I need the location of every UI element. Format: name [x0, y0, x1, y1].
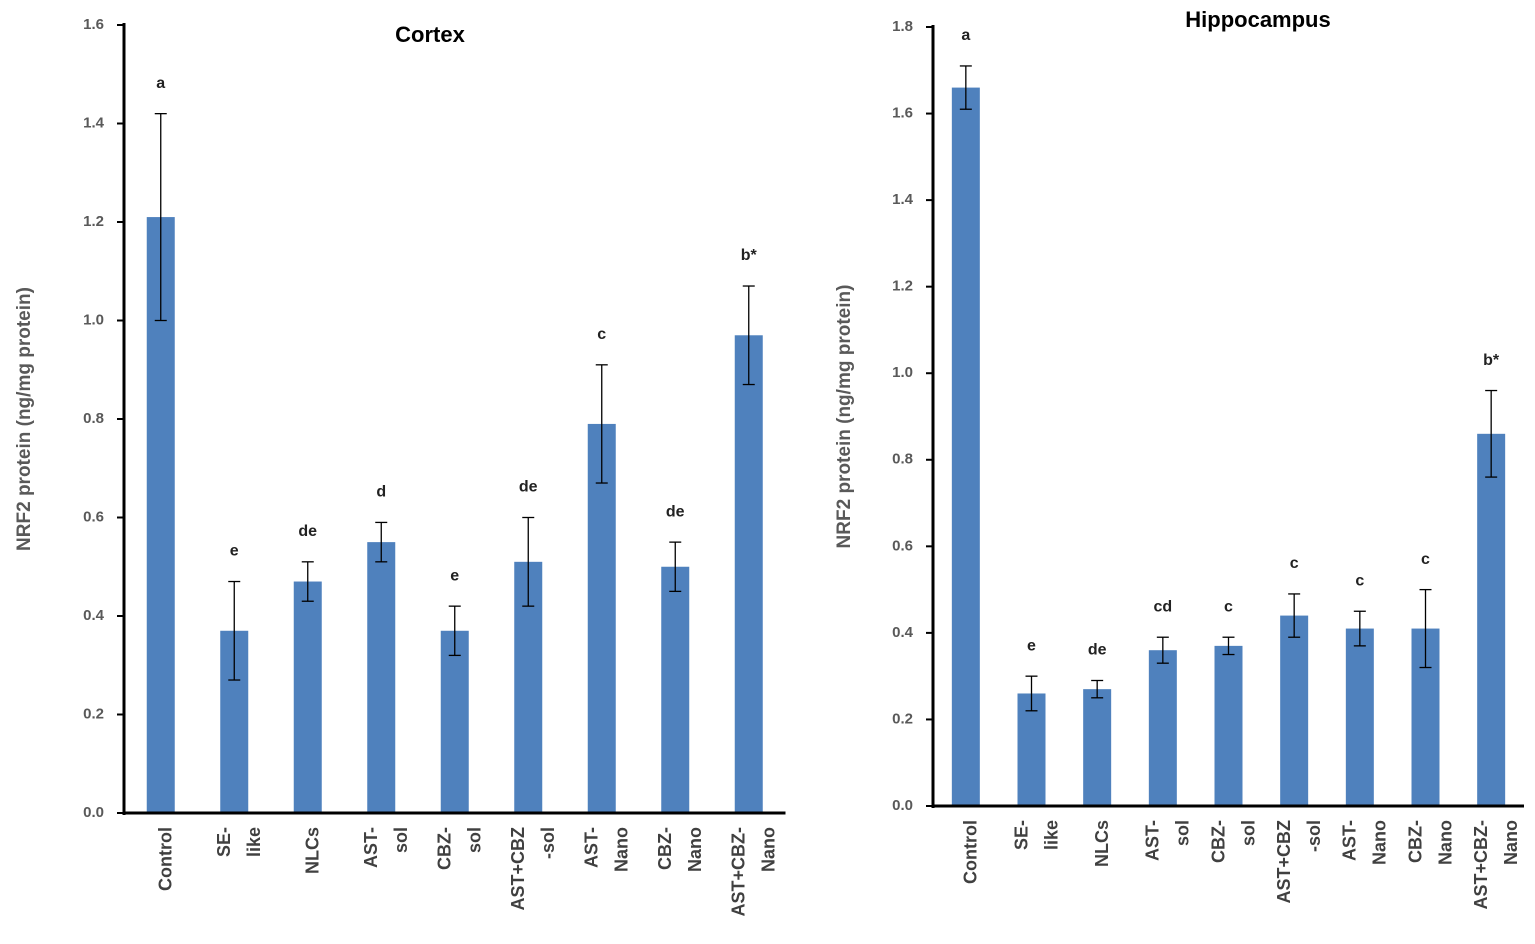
significance-letter: b*	[741, 247, 758, 264]
significance-letter: de	[519, 479, 538, 496]
x-tick-label: SE-	[1011, 820, 1031, 850]
significance-letter: c	[1224, 598, 1233, 615]
x-tick-label: Nano	[1435, 820, 1455, 865]
y-tick-label: 1.8	[892, 18, 913, 35]
x-tick-label: Nano	[1370, 820, 1390, 865]
x-tick-label: Nano	[1501, 820, 1521, 865]
x-tick-label: Control	[156, 827, 176, 891]
significance-letter: d	[376, 484, 386, 501]
y-tick-label: 0.6	[83, 508, 104, 525]
significance-letter: de	[1088, 642, 1107, 659]
bar	[587, 423, 616, 813]
bar	[1345, 628, 1374, 806]
y-tick-label: 0.0	[83, 804, 104, 821]
x-tick-label: NLCs	[1092, 820, 1112, 867]
x-tick-label: -sol	[1304, 820, 1324, 852]
x-tick-label: Nano	[685, 827, 705, 872]
chart-title: Hippocampus	[1185, 7, 1330, 32]
significance-letter: e	[1027, 637, 1036, 654]
bar	[440, 630, 469, 813]
bar	[661, 566, 690, 813]
y-tick-label: 0.0	[892, 797, 913, 814]
significance-letter: a	[961, 27, 970, 44]
x-tick-label: Nano	[612, 827, 632, 872]
bar	[734, 335, 763, 813]
bar	[1280, 615, 1309, 806]
significance-letter: c	[1290, 555, 1299, 572]
significance-letter: e	[450, 567, 459, 584]
significance-letter: b*	[1483, 352, 1500, 369]
significance-letter: a	[156, 75, 165, 92]
bar	[367, 542, 396, 813]
x-tick-label: AST+CBZ	[508, 827, 528, 911]
y-axis-label: NRF2 protein (ng/mg protein)	[834, 285, 855, 549]
y-tick-label: 0.4	[83, 607, 105, 624]
significance-letter: c	[597, 326, 606, 343]
significance-letter: e	[230, 543, 239, 560]
significance-letter: de	[298, 523, 317, 540]
y-tick-label: 1.0	[892, 364, 913, 381]
x-tick-label: AST+CBZ-	[729, 827, 749, 917]
significance-letter: cd	[1153, 598, 1172, 615]
x-tick-label: like	[1041, 820, 1061, 850]
y-tick-label: 1.6	[892, 105, 913, 122]
x-tick-label: CBZ-	[435, 827, 455, 870]
x-tick-label: sol	[1238, 820, 1258, 846]
y-tick-label: 1.4	[83, 114, 105, 131]
y-tick-label: 0.8	[83, 410, 104, 427]
bar	[1477, 433, 1506, 806]
x-tick-label: CBZ-	[1405, 820, 1425, 863]
x-tick-label: AST-	[582, 827, 602, 868]
y-tick-label: 0.2	[892, 710, 913, 727]
x-tick-label: CBZ-	[655, 827, 675, 870]
x-tick-label: AST+CBZ-	[1471, 820, 1491, 910]
significance-letter: de	[666, 503, 685, 520]
x-tick-label: Control	[961, 820, 981, 884]
chart-title: Cortex	[395, 22, 465, 47]
y-axis-label: NRF2 protein (ng/mg protein)	[14, 287, 35, 551]
significance-letter: c	[1421, 551, 1430, 568]
y-tick-label: 1.6	[83, 16, 104, 33]
y-tick-label: 0.4	[892, 624, 914, 641]
x-tick-label: sol	[391, 827, 411, 853]
x-tick-label: sol	[465, 827, 485, 853]
x-tick-label: Nano	[759, 827, 779, 872]
y-tick-label: 1.4	[892, 191, 914, 208]
bar	[1214, 645, 1243, 806]
x-tick-label: SE-	[214, 827, 234, 857]
x-tick-label: AST-	[1340, 820, 1360, 861]
x-tick-label: like	[244, 827, 264, 857]
x-tick-label: NLCs	[303, 827, 323, 874]
y-tick-label: 0.8	[892, 451, 913, 468]
bar	[1017, 693, 1046, 806]
y-tick-label: 0.2	[83, 705, 104, 722]
bar	[1083, 689, 1112, 806]
x-tick-label: CBZ-	[1208, 820, 1228, 863]
x-tick-label: AST-	[361, 827, 381, 868]
bar	[1148, 650, 1177, 806]
x-tick-label: sol	[1173, 820, 1193, 846]
y-tick-label: 1.2	[83, 213, 104, 230]
significance-letter: c	[1355, 572, 1364, 589]
y-tick-label: 0.6	[892, 537, 913, 554]
bar	[293, 581, 322, 813]
x-tick-label: -sol	[538, 827, 558, 859]
bar	[951, 87, 980, 807]
y-tick-label: 1.0	[83, 311, 104, 328]
y-tick-label: 1.2	[892, 278, 913, 295]
x-tick-label: AST-	[1143, 820, 1163, 861]
x-tick-label: AST+CBZ	[1274, 820, 1294, 904]
